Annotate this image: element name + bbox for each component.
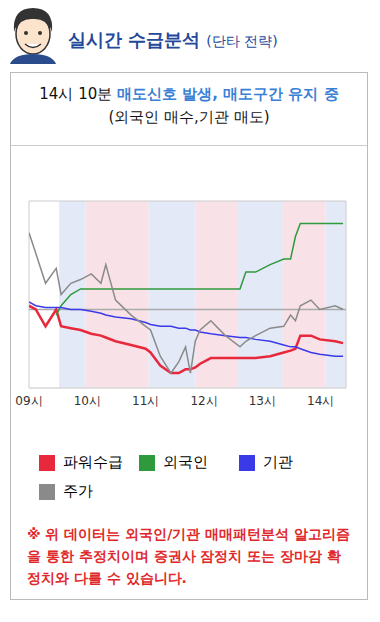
svg-text:14시: 14시 [307,394,334,408]
svg-text:10시: 10시 [74,394,101,408]
html-text:실시간 수급분석 (단타 전략): 실시간 수급분석 (단타 전략) [68,29,278,50]
svg-text:09시: 09시 [15,394,42,408]
html-text:주가: 주가 [63,482,93,500]
html-text:기관: 기관 [263,453,293,471]
html-text:14시 10분 매도신호 발생, 매도구간 유지 중: 14시 10분 매도신호 발생, 매도구간 유지 중 [39,85,339,103]
html-text:파워수급: 파워수급 [63,453,123,471]
svg-text:13시: 13시 [249,394,276,408]
svg-text:11시: 11시 [132,394,159,408]
html-text:(외국인 매수,기관 매도): (외국인 매수,기관 매도) [108,108,270,126]
html-text:외국인: 외국인 [163,453,208,471]
html-text:※ 위 데이터는 외국인/기관 매매패턴분석 알고리즘을 통: ※ 위 데이터는 외국인/기관 매매패턴분석 알고리즘을 통한 추정치이며 증권… [27,526,351,586]
svg-text:12시: 12시 [190,394,217,408]
